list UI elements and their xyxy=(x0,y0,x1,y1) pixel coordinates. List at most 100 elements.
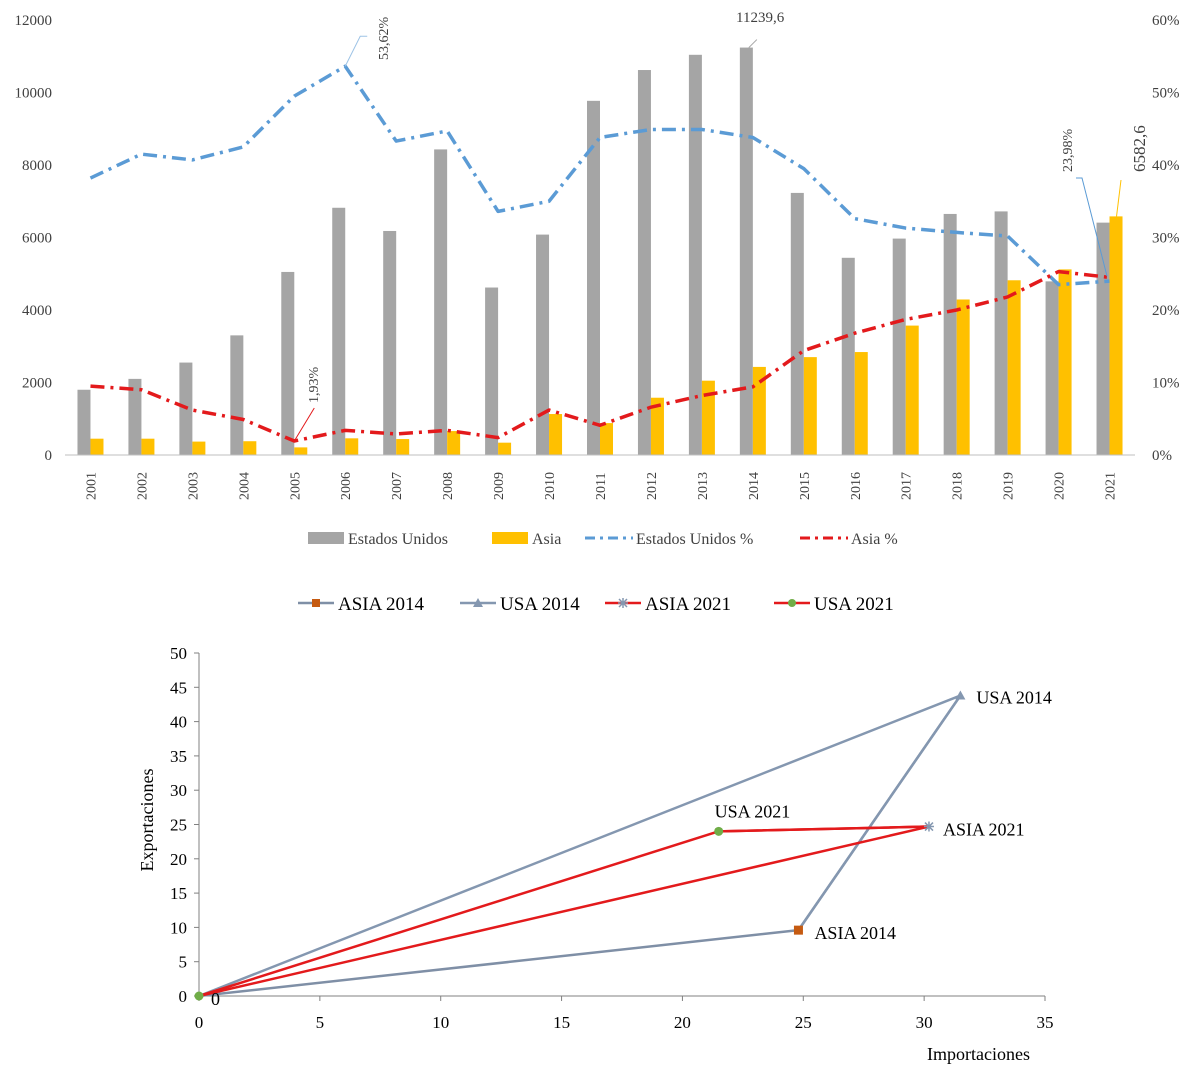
legend-label: ASIA 2014 xyxy=(338,594,425,615)
x-tick-label: 2018 xyxy=(951,472,966,500)
bar xyxy=(549,414,563,455)
bar xyxy=(905,325,919,455)
annotation-leader xyxy=(344,35,368,67)
bar xyxy=(243,441,257,455)
bar xyxy=(447,431,461,455)
legend-marker xyxy=(788,599,796,607)
right-axis-tick-label: 0% xyxy=(1152,448,1172,464)
legend-label: USA 2014 xyxy=(500,594,580,615)
legend-label: Asia % xyxy=(851,531,898,548)
x-tick-label: 10 xyxy=(432,1013,449,1032)
bar xyxy=(1045,281,1059,455)
legend-swatch xyxy=(308,532,344,544)
x-tick-label: 25 xyxy=(795,1013,812,1032)
annotation-label: 23,98% xyxy=(1061,129,1076,173)
bar xyxy=(281,271,295,455)
bar xyxy=(854,352,868,455)
y-tick-label: 30 xyxy=(170,781,187,800)
left-axis-tick-label: 4000 xyxy=(22,303,52,319)
left-axis-tick-label: 12000 xyxy=(15,13,53,29)
legend-label: Estados Unidos xyxy=(348,531,448,548)
x-tick-label: 2005 xyxy=(288,472,303,500)
x-tick-label: 2021 xyxy=(1104,472,1119,500)
bar xyxy=(434,149,448,455)
x-tick-label: 0 xyxy=(195,1013,204,1032)
bar xyxy=(192,441,206,455)
x-tick-label: 2003 xyxy=(186,472,201,500)
point-label: ASIA 2014 xyxy=(814,923,896,943)
right-axis-tick-label: 40% xyxy=(1152,158,1180,174)
bar xyxy=(803,357,817,455)
point-label: USA 2021 xyxy=(715,801,791,821)
annotation-label: 53,62% xyxy=(377,17,392,61)
bar xyxy=(77,389,91,455)
x-tick-label: 2019 xyxy=(1002,472,1017,500)
y-tick-label: 45 xyxy=(170,678,187,697)
bar xyxy=(841,257,855,455)
y-tick-label: 5 xyxy=(179,953,188,972)
legend-label: ASIA 2021 xyxy=(645,594,731,615)
x-tick-label: 2014 xyxy=(747,472,762,500)
y-tick-label: 20 xyxy=(170,850,187,869)
data-point xyxy=(714,826,724,836)
bar xyxy=(650,397,664,455)
bar xyxy=(345,438,359,455)
point-label: USA 2014 xyxy=(976,688,1052,708)
scatter-chart: 0 5 10 15 20 25 30 35 40 45 50 0 5 10 15 20 25 30 35 Import… xyxy=(137,594,1054,1064)
x-tick-label: 2015 xyxy=(798,472,813,500)
legend-label: USA 2021 xyxy=(814,594,894,615)
bar xyxy=(498,442,512,455)
x-tick-label: 2002 xyxy=(135,472,150,500)
x-tick-label: 2010 xyxy=(543,472,558,500)
bar xyxy=(892,238,906,455)
x-tick-label: 2009 xyxy=(492,472,507,500)
right-axis-tick-label: 20% xyxy=(1152,303,1180,319)
left-axis-tick-label: 6000 xyxy=(22,231,52,247)
bar xyxy=(90,438,104,455)
bar xyxy=(536,234,550,455)
bar xyxy=(739,47,753,455)
x-tick-label: 20 xyxy=(674,1013,691,1032)
right-axis-tick-label: 10% xyxy=(1152,376,1180,392)
annotation-leader xyxy=(293,407,315,442)
left-axis-tick-label: 10000 xyxy=(15,86,53,102)
bar xyxy=(1109,216,1123,455)
bar xyxy=(294,447,308,455)
data-point xyxy=(955,690,966,700)
data-point xyxy=(194,991,204,1001)
point-label: ASIA 2021 xyxy=(943,820,1025,840)
origin-label: 0 xyxy=(211,989,220,1009)
series-line xyxy=(89,64,1110,287)
right-axis-tick-label: 30% xyxy=(1152,231,1180,247)
bar xyxy=(943,213,957,455)
annotation-label: 11239,6 xyxy=(736,10,785,26)
left-axis-tick-label: 8000 xyxy=(22,158,52,174)
data-point xyxy=(793,925,803,935)
annotation-leader xyxy=(748,39,758,48)
annotation-leader xyxy=(1076,177,1108,277)
x-tick-label: 2020 xyxy=(1053,472,1068,500)
data-point xyxy=(923,821,934,832)
bar xyxy=(637,70,651,456)
y-tick-label: 10 xyxy=(170,918,187,937)
y-tick-label: 0 xyxy=(179,987,188,1006)
bar xyxy=(485,287,499,455)
bar xyxy=(600,423,613,455)
bar xyxy=(994,211,1008,455)
x-tick-label: 2011 xyxy=(594,473,609,500)
bar xyxy=(383,230,397,455)
bar xyxy=(688,54,702,456)
x-tick-label: 30 xyxy=(916,1013,933,1032)
bar xyxy=(1058,269,1072,455)
x-tick-label: 2017 xyxy=(900,472,915,500)
right-axis-tick-label: 60% xyxy=(1152,13,1180,29)
x-tick-label: 2016 xyxy=(849,472,864,500)
y-tick-label: 25 xyxy=(170,816,187,835)
legend-marker xyxy=(312,599,320,607)
x-tick-label: 2007 xyxy=(390,472,405,500)
y-axis-title: Exportaciones xyxy=(137,769,157,872)
x-tick-label: 15 xyxy=(553,1013,570,1032)
legend-marker xyxy=(618,598,628,608)
x-tick-label: 2013 xyxy=(696,472,711,500)
series-line xyxy=(90,269,1110,443)
